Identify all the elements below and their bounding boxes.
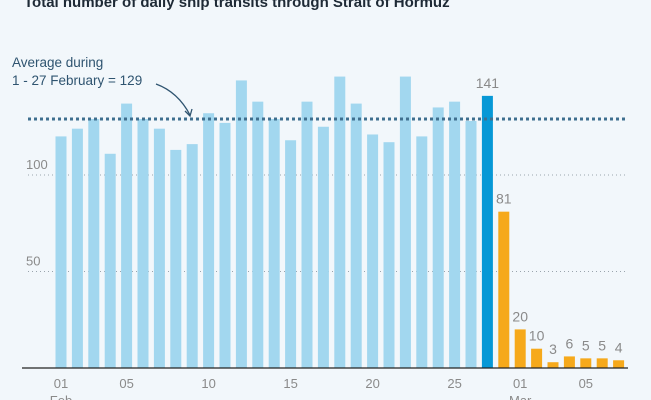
bar xyxy=(153,128,165,368)
x-tick-label: 20 xyxy=(365,376,379,391)
y-tick-label: 100 xyxy=(26,157,48,172)
arrow-icon xyxy=(155,83,191,116)
bar xyxy=(350,103,362,368)
arrowhead-icon xyxy=(184,108,193,118)
x-tick-label: 01 xyxy=(513,376,527,391)
bar xyxy=(334,76,346,368)
bar xyxy=(580,358,592,368)
x-tick-label: 25 xyxy=(447,376,461,391)
bar xyxy=(481,95,493,369)
bar xyxy=(596,358,608,368)
chart-title: Total number of daily ship transits thro… xyxy=(24,0,450,11)
bar xyxy=(449,101,461,368)
bar xyxy=(416,136,428,368)
bar xyxy=(301,101,313,368)
bar xyxy=(137,119,149,368)
bar xyxy=(170,149,182,368)
bar xyxy=(317,126,329,368)
y-tick-label: 50 xyxy=(26,254,40,269)
bar xyxy=(563,356,575,368)
average-label: Average during xyxy=(12,55,103,70)
data-label: 6 xyxy=(566,335,574,351)
bar xyxy=(71,128,83,368)
bar xyxy=(531,348,543,368)
data-label: 4 xyxy=(615,339,623,355)
x-tick-sublabel: Feb xyxy=(50,393,72,400)
x-tick-label: 01 xyxy=(54,376,68,391)
bar xyxy=(383,142,395,368)
bar xyxy=(367,134,379,368)
bar xyxy=(252,101,264,368)
bar xyxy=(268,119,280,368)
data-label: 3 xyxy=(549,341,557,357)
bar xyxy=(399,76,411,368)
bar xyxy=(285,140,297,368)
x-tick-label: 10 xyxy=(201,376,215,391)
data-label: 5 xyxy=(582,337,590,353)
x-tick-sublabel: Mar xyxy=(509,393,532,400)
bar xyxy=(235,80,247,369)
bar xyxy=(613,360,625,368)
bar xyxy=(88,119,100,368)
bar xyxy=(465,120,477,369)
x-tick-label: 05 xyxy=(579,376,593,391)
data-label: 5 xyxy=(598,337,606,353)
bar xyxy=(547,362,559,368)
data-label: 20 xyxy=(512,308,528,324)
bar xyxy=(104,153,116,368)
bar xyxy=(55,136,67,368)
data-label: 81 xyxy=(496,191,512,207)
bar xyxy=(121,103,133,368)
data-label: 10 xyxy=(529,328,545,344)
bar xyxy=(203,113,215,369)
bar xyxy=(219,122,231,368)
x-tick-label: 05 xyxy=(119,376,133,391)
x-tick-label: 15 xyxy=(283,376,297,391)
data-label: 141 xyxy=(476,75,500,91)
bar xyxy=(432,107,444,368)
bar xyxy=(514,329,526,368)
bar xyxy=(186,144,198,368)
bar xyxy=(498,211,510,368)
average-label: 1 - 27 February = 129 xyxy=(12,73,142,88)
